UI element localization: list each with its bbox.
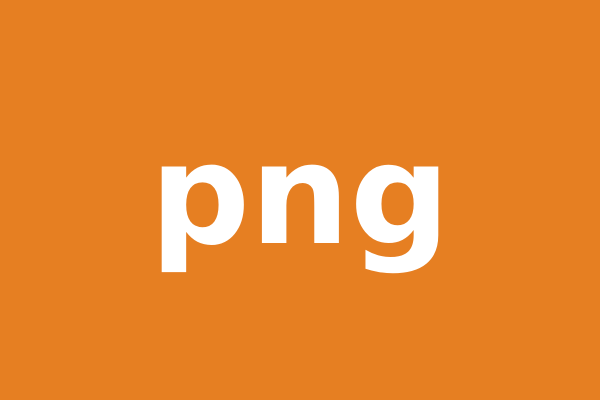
format-label: png (149, 114, 451, 277)
